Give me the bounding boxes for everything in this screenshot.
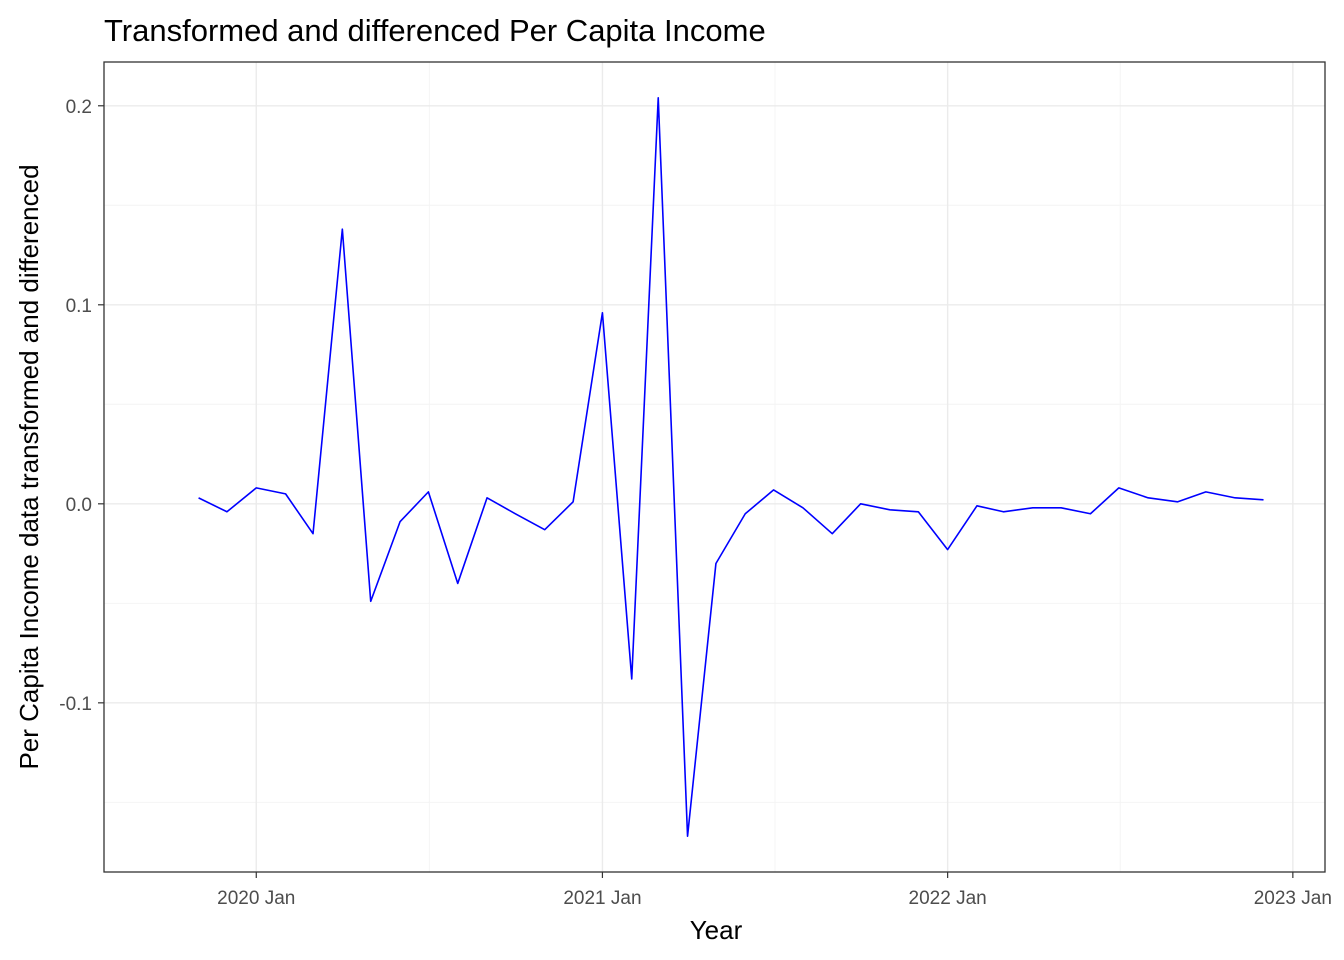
x-axis-title: Year	[690, 915, 743, 945]
major-gridlines	[104, 62, 1325, 872]
x-axis: 2020 Jan 2021 Jan 2022 Jan 2023 Jan	[217, 872, 1332, 909]
y-tick-label: 0.0	[66, 495, 92, 516]
x-tick-label: 2022 Jan	[909, 888, 987, 909]
plot-border	[103, 61, 1326, 873]
x-tick-label: 2020 Jan	[217, 888, 295, 909]
series-line	[198, 97, 1264, 837]
y-tick-label: -0.1	[59, 694, 92, 715]
y-tick-label: 0.1	[66, 296, 92, 317]
x-tick-label: 2021 Jan	[563, 888, 641, 909]
plot-panel	[104, 62, 1325, 872]
x-tick-label: 2023 Jan	[1254, 888, 1332, 909]
y-axis: -0.1 0.0 0.1 0.2	[59, 97, 104, 715]
series-layer	[198, 97, 1264, 837]
minor-gridlines	[104, 62, 1325, 872]
chart-title: Transformed and differenced Per Capita I…	[104, 13, 766, 48]
y-axis-title: Per Capita Income data transformed and d…	[14, 164, 44, 769]
y-tick-label: 0.2	[66, 97, 92, 118]
